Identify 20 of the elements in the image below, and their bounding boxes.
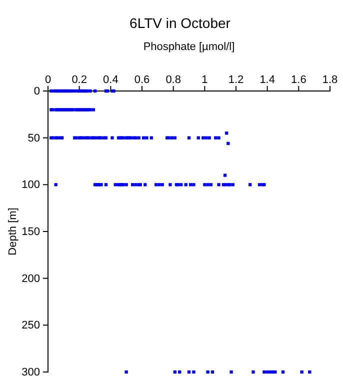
y-tick-label: 0 [34,86,40,98]
x-tick-label: 0.2 [72,74,87,86]
x-tick-label: 1.8 [322,74,338,86]
y-tick-label: 50 [28,132,40,144]
y-tick-label: 250 [22,320,40,332]
x-tick-label: 1.6 [291,74,306,86]
x-tick-label: 0.4 [103,74,118,86]
y-axis-title: Depth [m] [7,208,19,256]
y-tick-label: 200 [22,272,40,285]
x-tick-label: 1 [202,74,208,86]
x-tick-label: 1.2 [228,74,244,86]
y-tick-label: 300 [22,366,40,379]
x-axis-title: Phosphate [µmol/l] [143,41,235,53]
y-tick-label: 150 [22,226,40,238]
chart-title: 6LTV in October [130,15,231,31]
x-tick-label: 0.6 [134,74,150,86]
x-tick-label: 0 [44,74,52,86]
y-tick-label: 100 [22,179,40,192]
x-tick-label: 0.8 [166,74,181,86]
x-tick-label: 1.4 [260,74,275,86]
